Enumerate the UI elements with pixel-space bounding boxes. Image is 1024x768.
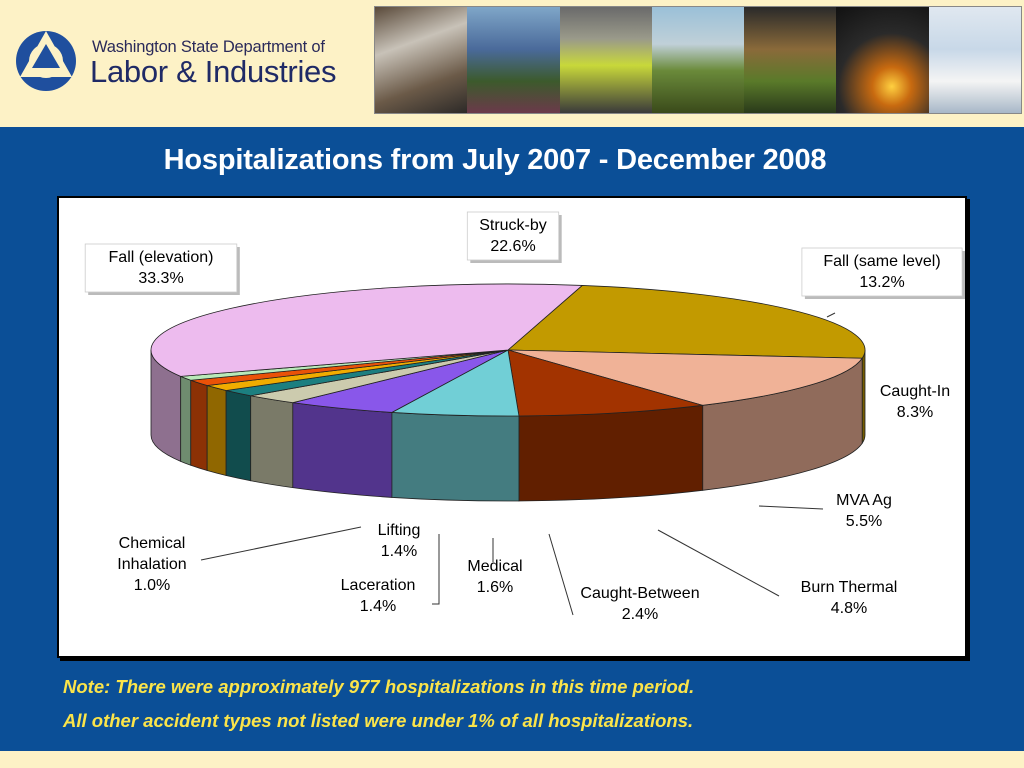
photo-lab-technician — [928, 7, 1021, 113]
label-box-fall-same-level — [801, 247, 963, 297]
pie-slice-caught-in — [507, 349, 703, 417]
pie-wall-mva-ag — [391, 411, 520, 502]
leader-line-burn-thermal — [657, 529, 780, 597]
slice-label-medical: Medical — [467, 558, 522, 575]
pie-chart: Struck-by 22.6% Fall (same level) 13.2% Caug… — [84, 211, 965, 623]
header: Washington State Department of Labor & I… — [0, 0, 1024, 127]
pie-slice-struck-by — [506, 285, 866, 359]
slice-value-fall-same-level: 13.2% — [859, 274, 904, 291]
pie-wall-medical — [225, 389, 252, 482]
pie-wall-chemical-inhalation — [180, 375, 192, 466]
pie-wall-lifting — [190, 379, 208, 472]
pie-wall-caught-between — [250, 395, 294, 489]
slice-value-medical: 1.6% — [477, 579, 513, 596]
pie-top-faces — [150, 283, 866, 417]
slice-label-chemical-inhalation: Inhalation — [117, 556, 186, 573]
pie-wall-burn-thermal — [292, 402, 393, 498]
slice-label-caught-in: Caught-In — [880, 383, 950, 400]
photo-welder — [836, 7, 929, 113]
slice-label-fall-elevation: Fall (elevation) — [109, 249, 214, 266]
photo-worker-respirator — [375, 7, 468, 113]
slide-title: Hospitalizations from July 2007 - Decemb… — [163, 144, 827, 176]
pie-wall-caught-in — [518, 404, 704, 502]
slice-value-laceration: 1.4% — [360, 598, 396, 615]
pie-wall-struck-by — [861, 349, 866, 445]
slice-label-mva-ag: MVA Ag — [836, 492, 892, 509]
agency-logo-icon — [16, 31, 76, 91]
photo-strip — [374, 6, 1022, 114]
slice-label-fall-same-level: Fall (same level) — [823, 253, 940, 270]
org-name-line1: Washington State Department of — [92, 38, 325, 56]
photo-farmworker-harvest — [467, 7, 560, 113]
slice-label-caught-between: Caught-Between — [580, 585, 699, 602]
slice-value-caught-between: 2.4% — [622, 606, 658, 623]
pie-slice-fall-same-level — [507, 349, 863, 406]
leader-line-lifting — [407, 533, 411, 537]
slice-value-burn-thermal: 4.8% — [831, 600, 867, 617]
label-box-struck-by — [466, 211, 560, 261]
slice-value-lifting: 1.4% — [381, 543, 417, 560]
slice-label-chemical-inhalation: Chemical — [119, 535, 186, 552]
pie-slice-mva-ag — [390, 349, 520, 417]
slice-value-mva-ag: 5.5% — [846, 513, 882, 530]
pie-wall-laceration — [206, 385, 227, 477]
label-box-fall-elevation — [84, 243, 238, 293]
pie-labels: Struck-by 22.6% Fall (same level) 13.2% Caug… — [84, 211, 965, 623]
slice-value-struck-by: 22.6% — [490, 238, 535, 255]
chart-panel: Struck-by 22.6% Fall (same level) 13.2% Caug… — [57, 196, 967, 658]
leader-line-caught-between — [548, 533, 574, 616]
slice-label-lifting: Lifting — [378, 522, 421, 539]
slice-label-laceration: Laceration — [341, 577, 416, 594]
org-name-line2: Labor & Industries — [90, 54, 337, 89]
slice-value-fall-elevation: 33.3% — [138, 270, 183, 287]
photo-farmworkers-crouching — [744, 7, 837, 113]
leader-line-laceration — [432, 534, 440, 605]
leader-line-chemical-inhalation — [200, 526, 362, 561]
footer-band — [0, 751, 1024, 768]
note-line-1: Note: There were approximately 977 hospi… — [63, 676, 695, 697]
slice-value-chemical-inhalation: 1.0% — [134, 577, 170, 594]
slice-label-burn-thermal: Burn Thermal — [801, 579, 898, 596]
leader-line-mva-ag — [758, 505, 824, 510]
photo-field-harvest — [651, 7, 745, 113]
photo-worker-safety-vest — [559, 7, 652, 113]
note-line-2: All other accident types not listed were… — [63, 710, 694, 731]
slice-value-caught-in: 8.3% — [897, 404, 933, 421]
leader-line-fall-same-level — [826, 312, 836, 318]
pie-slice-fall-elevation — [150, 283, 584, 377]
slice-label-struck-by: Struck-by — [479, 217, 547, 234]
